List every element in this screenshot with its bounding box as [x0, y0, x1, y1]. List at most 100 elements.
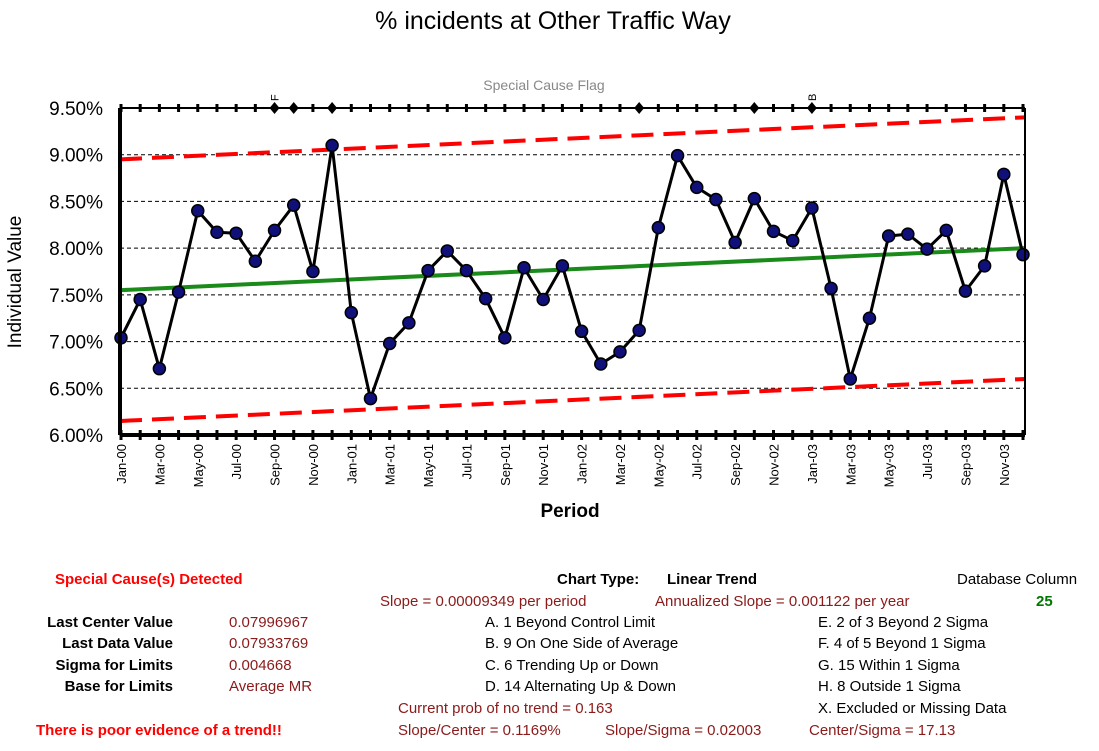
chart-type-label: Chart Type: — [557, 571, 640, 588]
flag-marker — [288, 102, 299, 114]
x-tick-label: Jan-03 — [805, 444, 820, 484]
base-label: Base for Limits — [64, 678, 173, 695]
data-point — [133, 292, 147, 307]
data-point — [191, 204, 205, 218]
rule-b: B. 9 On One Side of Average — [485, 635, 679, 652]
data-point — [689, 180, 704, 195]
data-point — [325, 138, 339, 153]
x-tick-label: May-02 — [651, 444, 666, 487]
x-tick-label: Sep-00 — [268, 444, 283, 486]
x-tick-label: May-03 — [882, 444, 897, 487]
data-point — [997, 167, 1011, 182]
data-point — [824, 281, 838, 296]
sigma-value: 0.004668 — [229, 657, 292, 674]
data-point — [728, 235, 742, 250]
x-tick-label: Jul-03 — [920, 444, 935, 479]
special-cause-flag-title: Special Cause Flag — [483, 77, 604, 93]
data-point — [651, 220, 666, 235]
data-point — [747, 191, 762, 206]
x-tick-label: Jan-00 — [114, 444, 129, 484]
poor-evidence-note: There is poor evidence of a trend!! — [36, 722, 282, 739]
last-data-label: Last Data Value — [62, 635, 173, 652]
last-center-label: Last Center Value — [47, 614, 173, 631]
data-point — [344, 305, 359, 320]
data-point — [210, 225, 224, 240]
data-point — [1016, 247, 1030, 262]
x-tick-label: Jan-01 — [344, 444, 359, 484]
limit-lines — [119, 115, 1026, 423]
flag-marker — [634, 102, 645, 114]
y-tick-label: 8.50% — [49, 192, 103, 213]
x-tick-label: Mar-03 — [843, 444, 858, 485]
rule-e: E. 2 of 3 Beyond 2 Sigma — [818, 614, 989, 631]
sigma-label: Sigma for Limits — [55, 657, 173, 674]
y-tick-label: 7.50% — [49, 286, 103, 307]
rule-g: G. 15 Within 1 Sigma — [818, 657, 960, 674]
flag-marker — [749, 102, 760, 114]
chart-title: % incidents at Other Traffic Way — [375, 7, 731, 35]
x-tick-label: Nov-01 — [536, 444, 551, 486]
data-point — [881, 229, 896, 243]
control-chart: % incidents at Other Traffic Way Special… — [5, 7, 1030, 522]
x-tick-label: Jul-01 — [459, 444, 474, 479]
special-cause-detected: Special Cause(s) Detected — [55, 571, 243, 588]
base-value: Average MR — [229, 678, 313, 695]
y-tick-label: 6.00% — [49, 426, 103, 447]
data-point — [363, 391, 378, 406]
x-tick-label: Sep-03 — [958, 444, 973, 486]
center-sigma: Center/Sigma = 17.13 — [809, 722, 956, 739]
rule-c: C. 6 Trending Up or Down — [485, 657, 659, 674]
center-line — [119, 246, 1026, 293]
data-point — [862, 311, 877, 325]
flag-marker — [269, 102, 280, 114]
data-point — [920, 242, 934, 256]
data-point — [306, 264, 320, 279]
slope-per-period: Slope = 0.00009349 per period — [380, 593, 587, 610]
data-point — [478, 291, 493, 306]
data-point — [574, 324, 589, 339]
data-point — [709, 192, 723, 207]
data-point — [171, 285, 186, 299]
slope-sigma: Slope/Sigma = 0.02003 — [605, 722, 762, 739]
data-point — [901, 227, 915, 241]
x-tick-label: Nov-02 — [767, 444, 782, 486]
data-point — [670, 148, 685, 163]
data-point — [517, 261, 531, 275]
data-point — [248, 254, 263, 268]
last-data-value: 0.07933769 — [229, 635, 309, 652]
x-tick-label: Sep-02 — [728, 444, 743, 486]
data-point — [267, 223, 282, 238]
rule-a: A. 1 Beyond Control Limit — [485, 614, 656, 631]
flag-letter: F — [270, 94, 282, 101]
x-tick-label: Mar-00 — [152, 444, 167, 485]
data-point — [382, 336, 397, 351]
data-point — [402, 316, 416, 330]
data-point — [152, 361, 167, 376]
rule-f: F. 4 of 5 Beyond 1 Sigma — [818, 635, 986, 652]
x-tick-label: Jan-02 — [575, 444, 590, 484]
x-tick-label: Mar-01 — [383, 444, 398, 485]
data-point — [421, 263, 435, 278]
x-tick-label: Sep-01 — [498, 444, 513, 486]
data-point — [843, 372, 858, 386]
flag-marker — [806, 102, 817, 114]
data-point — [498, 331, 512, 345]
data-point — [459, 263, 474, 278]
last-center-value: 0.07996967 — [229, 614, 309, 631]
data-point — [286, 198, 301, 212]
data-point — [766, 224, 781, 239]
x-tick-label: May-01 — [421, 444, 436, 487]
annualized-slope: Annualized Slope = 0.001122 per year — [655, 593, 910, 610]
y-tick-label: 9.50% — [49, 99, 103, 120]
x-tick-label: Jul-02 — [690, 444, 705, 479]
x-tick-label: Nov-00 — [306, 444, 321, 486]
data-point — [440, 244, 455, 258]
data-point — [613, 345, 627, 359]
axes — [118, 104, 1026, 440]
y-tick-label: 7.00% — [49, 333, 103, 354]
data-point — [785, 233, 800, 248]
rule-d: D. 14 Alternating Up & Down — [485, 678, 676, 695]
data-point — [229, 226, 243, 240]
y-axis-label: Individual Value — [5, 216, 26, 349]
